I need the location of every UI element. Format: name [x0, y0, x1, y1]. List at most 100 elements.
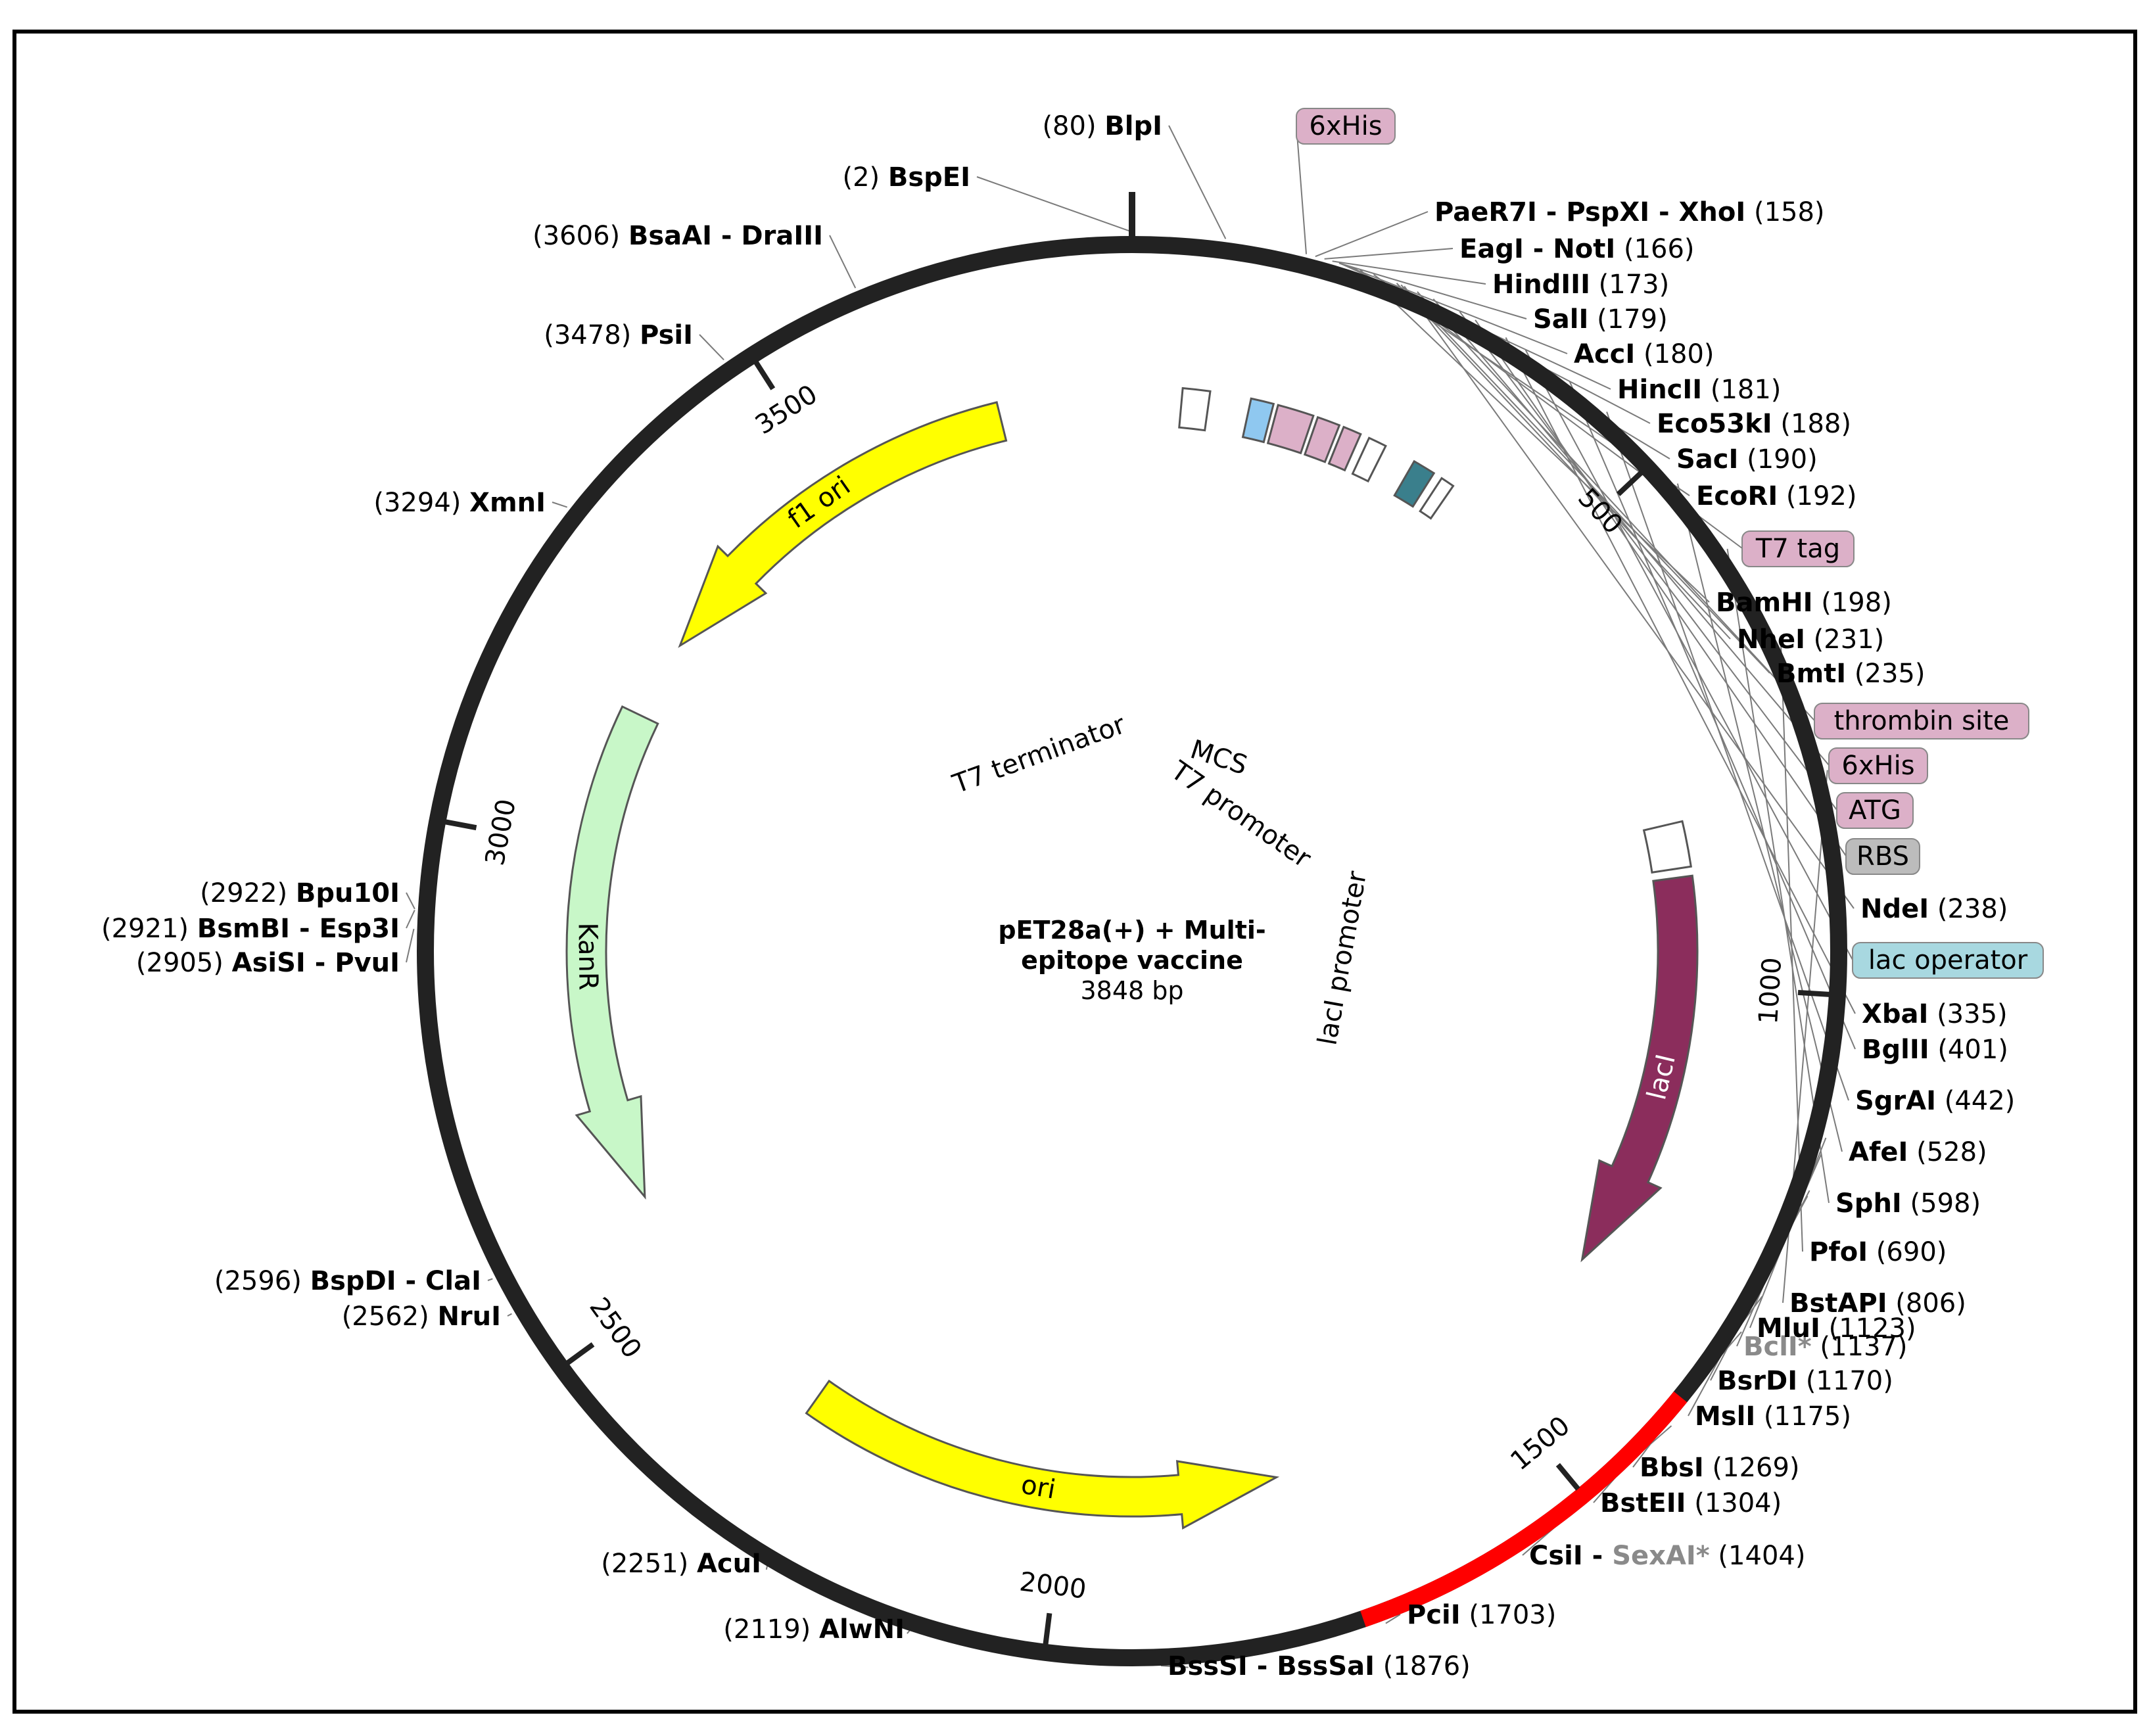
leader-line: [406, 928, 415, 963]
leader-line: [1676, 483, 1843, 1152]
site-bamhi: BamHI (198): [1716, 588, 1892, 618]
svg-text:CsiI - SexAI* (1404): CsiI - SexAI* (1404): [1529, 1541, 1805, 1571]
site-blpi: (80) BlpI: [1042, 111, 1162, 141]
svg-text:AfeI (528): AfeI (528): [1849, 1137, 1987, 1167]
tick-label: 2000: [1018, 1566, 1088, 1605]
site-alwni: (2119) AlwNI: [723, 1614, 905, 1645]
svg-text:BmtI (235): BmtI (235): [1776, 659, 1925, 689]
svg-text:thrombin site: thrombin site: [1834, 706, 2010, 736]
svg-text:HincII (181): HincII (181): [1617, 375, 1781, 405]
svg-text:EcoRI (192): EcoRI (192): [1696, 481, 1856, 511]
svg-text:(2921) BsmBI - Esp3I: (2921) BsmBI - Esp3I: [101, 914, 400, 944]
leader-line: [1726, 548, 1830, 1204]
site-bsteii: BstEII (1304): [1600, 1488, 1782, 1518]
feature-label-t7-terminator: T7 terminator: [948, 709, 1129, 800]
feature-label-ori: ori: [1019, 1469, 1058, 1505]
svg-text:6xHis: 6xHis: [1841, 751, 1914, 781]
site-acci: AccI (180): [1574, 339, 1714, 369]
tick-mark: [1616, 471, 1643, 496]
tick-mark: [444, 819, 477, 831]
svg-text:EagI - NotI (166): EagI - NotI (166): [1459, 234, 1695, 264]
leader-line: [1396, 283, 1731, 640]
site-saci: SacI (190): [1676, 444, 1818, 475]
svg-text:SphI (598): SphI (598): [1835, 1188, 1981, 1219]
svg-text:(2905) AsiSI - PvuI: (2905) AsiSI - PvuI: [136, 948, 400, 978]
tag-atg: ATG: [1836, 792, 1914, 829]
insert-region-arc: [1360, 1391, 1688, 1628]
svg-text:BbsI (1269): BbsI (1269): [1640, 1453, 1800, 1483]
leader-line: [976, 176, 1135, 233]
site-paer7i-pspxi-xhoi: PaeR7I - PspXI - XhoI (158): [1434, 197, 1825, 227]
svg-text:(3606) BsaAI - DraIII: (3606) BsaAI - DraIII: [532, 221, 823, 251]
svg-text:(2) BspEI: (2) BspEI: [842, 162, 970, 193]
site-pcii: PciI (1703): [1407, 1600, 1556, 1630]
svg-text:1000: 1000: [1753, 956, 1787, 1025]
site-bbsi: BbsI (1269): [1640, 1453, 1800, 1483]
svg-text:NheI (231): NheI (231): [1737, 624, 1884, 655]
site-bmti: BmtI (235): [1776, 659, 1925, 689]
svg-text:BglII (401): BglII (401): [1862, 1035, 2008, 1065]
feature-kanr: [565, 705, 659, 1200]
tag-t7-tag: T7 tag: [1741, 530, 1855, 567]
svg-text:(2251) AcuI: (2251) AcuI: [601, 1549, 761, 1579]
tag-lac-operator: lac operator: [1852, 942, 2044, 979]
site-sgrai: SgrAI (442): [1855, 1086, 2015, 1116]
svg-text:BstEII (1304): BstEII (1304): [1600, 1488, 1782, 1518]
operator-box: [1419, 477, 1455, 520]
site-msli: MslI (1175): [1695, 1401, 1851, 1432]
site-xmni: (3294) XmnI: [373, 488, 546, 518]
svg-text:ori: ori: [1019, 1469, 1058, 1505]
tick-mark: [1797, 989, 1830, 997]
leader-line: [406, 910, 415, 929]
site-sali: SalI (179): [1533, 304, 1668, 335]
laci-promoter-box: [1642, 820, 1693, 874]
leader-line: [1417, 291, 1815, 721]
site-nhei: NheI (231): [1737, 624, 1884, 655]
svg-text:SacI (190): SacI (190): [1676, 444, 1818, 475]
site-csii-sexai: CsiI - SexAI* (1404): [1529, 1541, 1805, 1571]
svg-text:MluI (1123): MluI (1123): [1757, 1313, 1916, 1344]
svg-text:(80) BlpI: (80) BlpI: [1042, 111, 1162, 141]
site-hindiii: HindIII (173): [1492, 270, 1669, 300]
site-bstapi: BstAPI (806): [1789, 1288, 1966, 1319]
svg-text:BstAPI (806): BstAPI (806): [1789, 1288, 1966, 1319]
t7-terminator-box: [1178, 387, 1212, 432]
svg-text:RBS: RBS: [1856, 841, 1909, 872]
svg-text:(3478) PsiI: (3478) PsiI: [544, 320, 693, 350]
feature-laci: [1580, 874, 1699, 1263]
leader-line: [1359, 269, 1710, 603]
leader-line: [829, 235, 857, 289]
mcs-box: [1266, 404, 1315, 455]
site-bsaai-draiii: (3606) BsaAI - DraIII: [532, 221, 823, 251]
svg-text:Eco53kI (188): Eco53kI (188): [1657, 409, 1851, 439]
svg-text:3000: 3000: [480, 797, 522, 868]
svg-text:BssSI - BssSaI (1876): BssSI - BssSaI (1876): [1168, 1651, 1471, 1681]
svg-text:T7 terminator: T7 terminator: [948, 709, 1129, 800]
site-sphi: SphI (598): [1835, 1188, 1981, 1219]
site-bcli: BclI* (1137): [1743, 1332, 1907, 1362]
leader-line: [1338, 262, 1527, 319]
leader-line: [1525, 350, 1853, 960]
tag-thrombin-site: thrombin site: [1814, 703, 2029, 739]
site-bsrdi: BsrDI (1170): [1717, 1366, 1893, 1396]
tick-mark: [1043, 1612, 1052, 1645]
svg-text:AccI (180): AccI (180): [1574, 339, 1714, 369]
feature-ori: [805, 1379, 1280, 1530]
leader-line: [1385, 1614, 1401, 1624]
site-eco53ki: Eco53kI (188): [1657, 409, 1851, 439]
site-ecori: EcoRI (192): [1696, 481, 1856, 511]
site-xbai: XbaI (335): [1862, 999, 2008, 1029]
svg-text:PciI (1703): PciI (1703): [1407, 1600, 1556, 1630]
thrombin-box: [1327, 425, 1362, 472]
svg-text:1500: 1500: [1505, 1411, 1576, 1476]
leader-line: [406, 892, 415, 910]
svg-text:PaeR7I - PspXI - XhoI (158): PaeR7I - PspXI - XhoI (158): [1434, 197, 1825, 227]
tick-label: 1000: [1753, 956, 1787, 1025]
plasmid-size: 3848 bp: [1080, 976, 1183, 1005]
leader-line: [1404, 285, 1855, 909]
promoter-box: [1393, 459, 1436, 508]
svg-text:PfoI (690): PfoI (690): [1809, 1237, 1947, 1267]
figure-frame: [12, 30, 2137, 1714]
svg-text:SgrAI (442): SgrAI (442): [1855, 1086, 2015, 1116]
